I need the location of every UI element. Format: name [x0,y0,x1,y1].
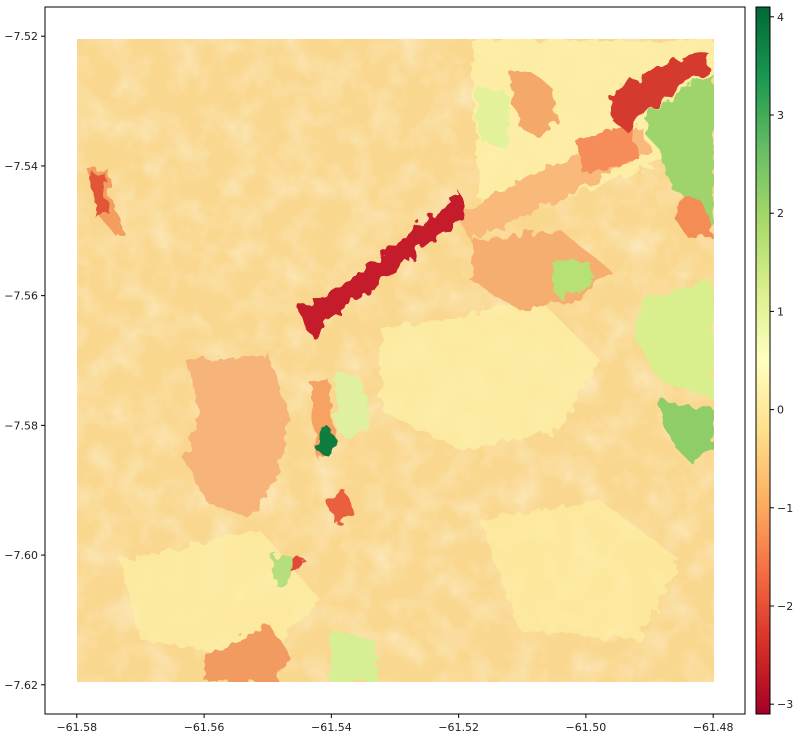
red-patch-west [90,172,108,218]
green-patch-mid [552,260,596,300]
y-tick-label: −7.54 [4,160,38,173]
y-tick-label: −7.58 [4,419,38,432]
x-tick-label: −61.54 [311,721,352,734]
colorbar-tick-label: 1 [777,305,784,318]
light-patch-center [380,300,600,450]
y-axis-ticks: −7.52 −7.54 −7.56 −7.58 −7.60 −7.62 [4,30,45,692]
x-tick-label: −61.50 [566,721,607,734]
x-axis-ticks: −61.58 −61.56 −61.54 −61.52 −61.50 −61.48 [56,714,734,734]
colorbar-tick-label: −2 [777,600,793,613]
colorbar-tick-label: 4 [777,11,784,24]
green-patch-south [330,630,378,682]
y-tick-label: −7.62 [4,679,38,692]
x-tick-label: −61.56 [184,721,225,734]
orange-patch-southwest-cluster [185,355,290,520]
red-patch-south-center [326,490,352,525]
colorbar-tick-label: 0 [777,404,784,417]
green-patch-northeast [646,75,714,230]
red-diagonal-strip [297,190,465,337]
dark-green-patch [318,428,336,458]
orange-patch-south [205,625,292,682]
colorbar-tick-label: 2 [777,207,784,220]
colorbar-ticks: 4 3 2 1 0 −1 −2 −3 [770,11,793,711]
green-patch-east [660,400,714,462]
x-tick-label: −61.52 [438,721,479,734]
value-patches [88,40,714,682]
orange-patch-north [510,70,556,138]
green-patch-southwest [272,556,292,586]
y-tick-label: −7.56 [4,290,38,303]
y-tick-label: −7.52 [4,30,38,43]
colorbar-tick-label: −1 [777,502,793,515]
orange-patch-ne-strip [575,125,640,175]
green-patch-east-pale [636,280,714,400]
x-tick-label: −61.58 [56,721,97,734]
y-tick-label: −7.60 [4,549,38,562]
colorbar [755,6,771,715]
colorbar-tick-label: −3 [777,698,793,711]
raster-map [77,39,714,682]
green-patch-north-pale [475,85,512,150]
light-patch-southeast [480,500,680,640]
green-patch-center-pale [335,370,374,440]
x-tick-label: −61.48 [693,721,734,734]
red-patch-northeast [610,52,708,130]
colorbar-tick-label: 3 [777,109,784,122]
